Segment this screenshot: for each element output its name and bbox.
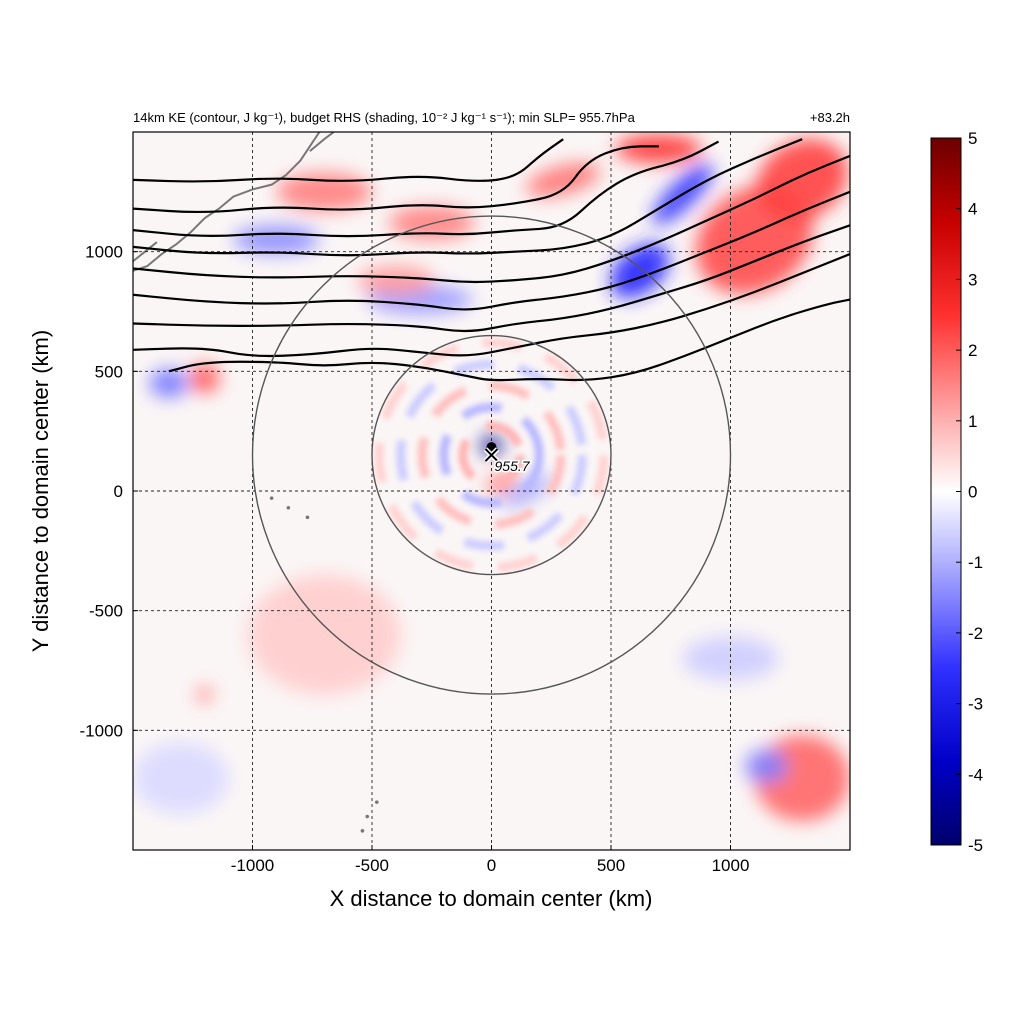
shading-blob-12: [149, 368, 188, 398]
ke-contour-5: [133, 190, 850, 311]
ke-contour-8: [168, 298, 850, 382]
ke-contour-0: [133, 138, 564, 183]
ke-contour-4: [133, 154, 850, 284]
island-dot-3: [374, 800, 379, 804]
y-tick-label-1: -500: [89, 602, 123, 621]
forecast-hour: +83.2h: [810, 110, 850, 125]
x-axis-label: X distance to domain center (km): [330, 886, 653, 911]
coast-line-2: [309, 132, 335, 152]
shading-blob-3: [756, 139, 848, 221]
y-tick-label-4: 1000: [85, 243, 123, 262]
shading-blob-11: [190, 364, 220, 393]
min-slp-label: 955.7: [495, 458, 531, 474]
plot-area: 955.7: [132, 131, 851, 851]
shading-blob-7: [276, 172, 373, 211]
coast-line-1: [133, 241, 158, 263]
x-tick-label-0: -1000: [231, 856, 274, 875]
colorbar-tick-label-4: 1: [968, 412, 977, 431]
island-dot-4: [365, 814, 370, 819]
y-tick-label-0: -1000: [80, 721, 123, 740]
shading-blob-4: [615, 134, 702, 164]
island-dot-2: [269, 496, 274, 500]
ke-contour-1: [133, 145, 659, 214]
ke-contours: [133, 138, 850, 382]
shading-blob-10: [357, 266, 435, 295]
island-dot-5: [360, 829, 365, 833]
colorbar-tick-label-6: -1: [968, 553, 983, 572]
ke-contour-2: [133, 140, 720, 238]
radius-circle-0: [371, 334, 612, 576]
colorbar-tick-label-9: -4: [968, 765, 983, 784]
x-tick-label-1: -500: [355, 856, 389, 875]
chart-title: 14km KE (contour, J kg⁻¹), budget RHS (s…: [133, 110, 636, 125]
x-tick-label-3: 500: [597, 856, 625, 875]
x-tick-label-2: 0: [487, 856, 496, 875]
x-axis: -1000 -500 0 500 1000: [231, 845, 750, 875]
spiral-ring-3: [396, 359, 587, 551]
coast-line-0: [133, 132, 321, 272]
shading-field: [133, 134, 850, 822]
island-dot-0: [305, 515, 310, 520]
colorbar-tick-label-3: 2: [968, 341, 977, 360]
colorbar: 5 4 3 2 1 0 -1 -2 -3 -4 -5: [930, 129, 983, 855]
colorbar-tick-label-7: -2: [968, 624, 983, 643]
shading-blob-21: [133, 742, 229, 815]
shading-blobs: [133, 134, 850, 822]
y-axis: -1000 -500 0 500 1000: [80, 243, 138, 740]
shading-blob-5: [526, 162, 601, 197]
coastline: [133, 132, 379, 833]
y-tick-label-3: 500: [95, 362, 123, 381]
y-tick-label-2: 0: [114, 482, 123, 501]
shading-blob-8: [233, 225, 320, 255]
colorbar-tick-label-2: 3: [968, 270, 977, 289]
colorbar-tick-label-5: 0: [968, 483, 977, 502]
shading-blob-18: [744, 749, 788, 783]
ke-contour-3: [133, 138, 803, 257]
storm-marker-x: [484, 448, 499, 462]
shading-blob-20: [197, 687, 212, 702]
colorbar-ticks: 5 4 3 2 1 0 -1 -2 -3 -4 -5: [956, 129, 983, 855]
colorbar-tick-label-1: 4: [968, 200, 977, 219]
ke-contour-7: [133, 253, 850, 358]
shading-blob-6: [388, 206, 475, 240]
spiral-ring-1: [439, 402, 544, 508]
storm-center: 955.7: [483, 442, 532, 476]
colorbar-tick-label-8: -3: [968, 695, 983, 714]
shading-blob-16: [247, 574, 401, 695]
colorbar-tick-label-10: -5: [968, 836, 983, 855]
radius-circle-1: [251, 215, 732, 695]
colorbar-tick-label-0: 5: [968, 129, 977, 148]
radius-circles: [251, 215, 732, 695]
shading-blob-19: [682, 637, 779, 681]
ke-contour-6: [133, 224, 850, 333]
y-axis-label: Y distance to domain center (km): [28, 330, 53, 652]
x-tick-label-4: 1000: [712, 856, 750, 875]
island-dot-1: [286, 505, 291, 510]
